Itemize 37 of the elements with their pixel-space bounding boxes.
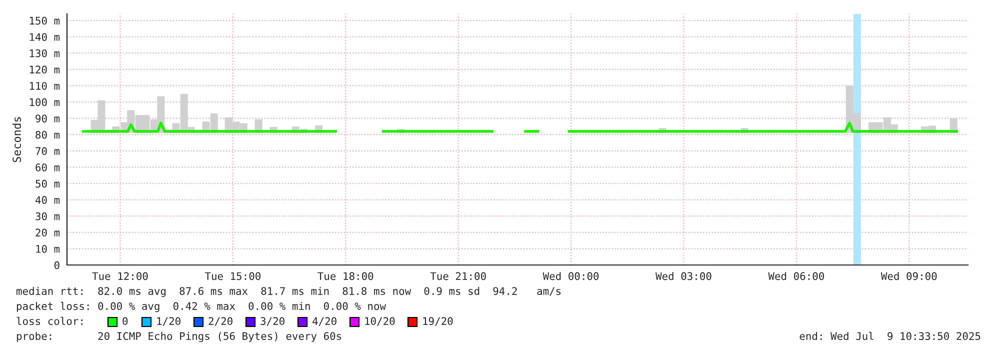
- x-tick-label: Wed 00:00: [542, 272, 599, 280]
- x-tick-label: Wed 03:00: [656, 272, 712, 280]
- y-axis-title: Seconds: [12, 117, 21, 162]
- x-tick-label: Tue 18:00: [318, 272, 374, 280]
- y-tick-label: 120 m: [30, 66, 60, 74]
- text: 19/20: [423, 317, 453, 326]
- y-tick-label: 50 m: [36, 180, 60, 188]
- y-tick-label: 110 m: [30, 82, 60, 90]
- y-tick-label: 0: [54, 261, 60, 270]
- text: end: Wed Jul 9 10:33:50 2025: [800, 332, 980, 340]
- y-tick-label: 10 m: [36, 244, 60, 253]
- y-tick-label: 70 m: [36, 147, 60, 156]
- y-tick-label: 80 m: [36, 130, 60, 139]
- text: loss color:: [16, 316, 82, 326]
- y-tick-label: 20 m: [36, 228, 60, 237]
- text: 3/20: [260, 317, 284, 326]
- x-tick-label: Tue 15:00: [204, 272, 260, 280]
- text: 10/20: [365, 317, 395, 326]
- y-tick-label: 130 m: [30, 49, 60, 58]
- x-tick-label: Tue 12:00: [92, 272, 148, 280]
- x-tick-label: Tue 21:00: [430, 272, 486, 280]
- text: 2/20: [208, 317, 232, 326]
- text: packet loss: 0.00 % avg 0.42 % max 0.00 % min 0.00 % now: [16, 302, 386, 312]
- y-tick-label: 140 m: [30, 33, 60, 41]
- y-tick-label: 150 m: [30, 16, 60, 25]
- x-tick-label: Wed 09:00: [880, 272, 937, 280]
- text: 0: [122, 317, 128, 326]
- y-tick-label: 100 m: [30, 98, 60, 106]
- text: median rtt: 82.0 ms avg 87.6 ms max 81.7 ms min 81.8 ms now 0.9 ms sd 94.2 am/s: [16, 286, 561, 298]
- y-tick-label: 90 m: [36, 114, 60, 122]
- text: 1/20: [157, 317, 180, 326]
- y-tick-label: 30 m: [36, 212, 60, 220]
- x-tick-label: Wed 06:00: [768, 272, 824, 280]
- text: 4/20: [312, 317, 336, 326]
- y-tick-label: 60 m: [36, 163, 60, 172]
- y-tick-label: 40 m: [35, 196, 60, 204]
- text: probe: 20 ICMP Echo Pings (56 Bytes) every 60s: [16, 332, 342, 342]
